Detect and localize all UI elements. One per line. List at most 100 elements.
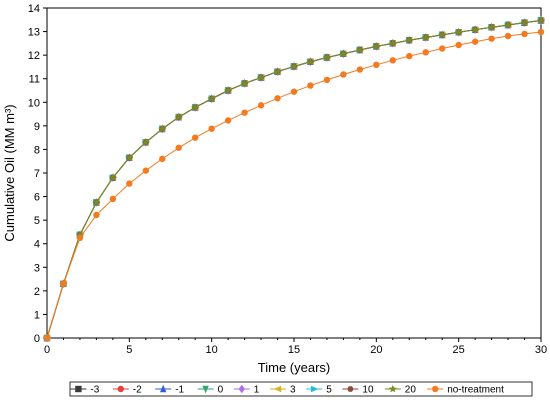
y-tick-label: 6 bbox=[34, 192, 40, 204]
data-point bbox=[158, 124, 167, 133]
data-point bbox=[471, 38, 479, 45]
x-tick-label: 15 bbox=[288, 344, 300, 356]
legend: -3 -2 -1 0 1 3 5 10 20 no-treatment bbox=[69, 381, 533, 397]
data-point bbox=[174, 112, 183, 121]
legend-label: 3 bbox=[290, 385, 296, 396]
data-point bbox=[240, 79, 249, 87]
x-tick-label: 30 bbox=[535, 344, 547, 356]
data-point bbox=[273, 67, 282, 76]
y-tick-label: 0 bbox=[34, 333, 40, 345]
data-point bbox=[224, 86, 233, 94]
legend-box bbox=[69, 381, 533, 397]
legend-item-notreatment: no-treatment bbox=[427, 385, 504, 396]
data-point bbox=[406, 52, 413, 60]
data-point bbox=[141, 138, 150, 146]
y-tick-label: 12 bbox=[28, 50, 40, 62]
legend-item-1: 1 bbox=[233, 384, 260, 396]
legend-item-3: 3 bbox=[270, 385, 296, 396]
data-point bbox=[340, 71, 347, 78]
data-point bbox=[307, 82, 314, 89]
legend-item-10: 10 bbox=[342, 385, 374, 396]
data-point bbox=[322, 53, 331, 61]
data-point bbox=[208, 125, 215, 132]
data-point bbox=[504, 20, 513, 29]
x-tick-label: 20 bbox=[370, 344, 382, 356]
data-point bbox=[356, 66, 364, 73]
data-point bbox=[159, 155, 166, 163]
data-point bbox=[455, 41, 462, 49]
legend-label: -2 bbox=[133, 385, 142, 396]
legend-label: 1 bbox=[254, 385, 260, 396]
data-point bbox=[142, 167, 149, 174]
data-point bbox=[76, 234, 84, 242]
data-point bbox=[471, 25, 480, 34]
legend-item-1: -1 bbox=[155, 385, 185, 396]
data-point bbox=[339, 49, 348, 58]
x-tick-label: 5 bbox=[126, 344, 132, 356]
data-point bbox=[372, 42, 381, 50]
y-tick-label: 1 bbox=[34, 309, 40, 321]
x-tick-label: 0 bbox=[44, 344, 50, 356]
data-point bbox=[487, 23, 496, 31]
data-point bbox=[241, 109, 248, 116]
data-point bbox=[274, 95, 281, 102]
data-point bbox=[257, 102, 265, 109]
y-axis-title: Cumulative Oil (MM m³) bbox=[2, 104, 17, 241]
legend-label: -3 bbox=[90, 385, 99, 396]
legend-label: -1 bbox=[175, 385, 184, 396]
data-point bbox=[421, 33, 430, 41]
data-point bbox=[207, 94, 216, 103]
data-point bbox=[126, 180, 133, 187]
legend-marker bbox=[432, 385, 439, 393]
data-point bbox=[323, 76, 331, 84]
legend-item-20: 20 bbox=[384, 385, 417, 396]
legend-label: 0 bbox=[218, 385, 224, 396]
y-tick-label: 7 bbox=[34, 168, 40, 180]
y-tick-label: 13 bbox=[28, 27, 40, 39]
plot-frame bbox=[46, 7, 542, 339]
data-point bbox=[438, 30, 447, 39]
data-point bbox=[192, 134, 199, 141]
data-point bbox=[389, 57, 396, 64]
data-point bbox=[520, 18, 529, 27]
legend-marker bbox=[347, 386, 354, 392]
data-point bbox=[93, 211, 100, 219]
data-point bbox=[224, 117, 232, 124]
data-point bbox=[290, 62, 298, 70]
y-tick-label: 4 bbox=[34, 239, 40, 251]
data-point bbox=[537, 28, 545, 36]
legend-marker bbox=[273, 385, 282, 393]
data-point bbox=[60, 280, 67, 287]
y-tick-label: 14 bbox=[28, 3, 40, 15]
legend-marker bbox=[238, 384, 245, 394]
data-point bbox=[388, 39, 397, 47]
data-point bbox=[373, 61, 380, 69]
data-point bbox=[175, 144, 182, 151]
data-point bbox=[43, 334, 51, 342]
x-tick-label: 10 bbox=[206, 344, 218, 356]
legend-marker bbox=[311, 385, 319, 393]
y-tick-label: 3 bbox=[34, 262, 40, 274]
data-point bbox=[306, 57, 315, 66]
data-point bbox=[504, 32, 512, 40]
data-point bbox=[422, 49, 429, 56]
y-tick-label: 5 bbox=[34, 215, 40, 227]
legend-label: 5 bbox=[326, 385, 332, 396]
data-point bbox=[488, 35, 495, 42]
y-tick-label: 11 bbox=[29, 74, 40, 86]
y-tick-label: 8 bbox=[34, 144, 40, 156]
data-point bbox=[257, 73, 266, 81]
legend-marker bbox=[75, 385, 82, 393]
legend-marker bbox=[117, 385, 125, 393]
data-point bbox=[405, 36, 414, 44]
legend-item-0: 0 bbox=[197, 385, 224, 396]
y-tick-label: 9 bbox=[34, 121, 40, 133]
data-point bbox=[108, 173, 117, 182]
data-point bbox=[454, 28, 463, 36]
data-point bbox=[191, 103, 200, 111]
legend-label: 20 bbox=[405, 385, 417, 396]
legend-item-2: -2 bbox=[112, 385, 142, 396]
